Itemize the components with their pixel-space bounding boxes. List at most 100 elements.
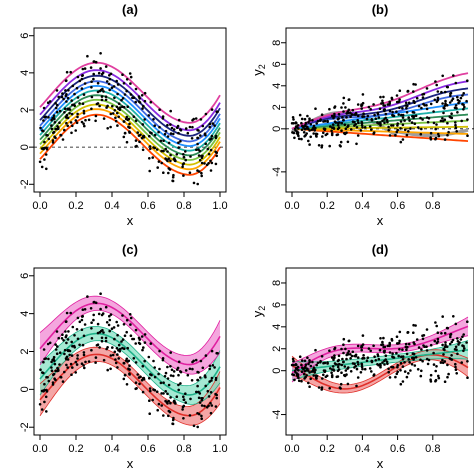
data-point [78,79,82,83]
data-point [425,107,429,111]
data-point [42,360,45,364]
data-point [396,370,400,374]
data-point [171,175,175,179]
data-point [76,115,79,119]
data-point [97,71,101,75]
data-point [63,107,67,110]
data-point [319,361,322,364]
data-point [361,334,365,337]
series-line-1 [291,354,469,390]
data-point [388,103,391,106]
data-point [361,367,364,371]
data-point [55,352,59,356]
data-point [297,369,300,372]
data-point [353,366,356,369]
x-tick-label: 0.6 [140,443,155,455]
data-point [412,111,416,114]
data-point [466,79,469,82]
data-point [454,121,457,124]
data-point [116,333,119,337]
x-tick-label: 0.8 [425,443,440,455]
data-point [419,116,422,120]
data-point [89,66,93,69]
data-point [182,417,185,420]
data-point [83,323,87,326]
y-tick-label: 4 [271,83,283,89]
data-point [369,349,373,353]
data-point [135,144,138,148]
data-point [388,341,392,345]
data-point [329,367,332,370]
data-point [336,369,340,373]
data-point [54,369,57,373]
data-point [182,156,186,159]
data-point [296,375,300,378]
data-point [347,98,351,101]
plot-area [38,292,221,429]
data-point [426,120,430,124]
data-point [213,124,216,127]
data-point [386,362,389,366]
data-point [106,127,109,130]
x-tick-label: 1.0 [212,443,227,455]
data-point [111,346,114,349]
data-point [50,360,53,364]
data-point [442,353,445,356]
data-point [314,348,317,352]
data-point [354,111,358,115]
x-tick-label: 0.4 [355,443,370,455]
data-point [111,104,114,108]
data-point [341,116,344,119]
data-point [292,122,295,125]
data-point [66,366,69,369]
data-point [311,119,314,122]
data-point [182,404,186,408]
data-point [331,123,335,126]
data-point [214,392,217,396]
data-point [429,138,433,141]
data-point [314,134,318,137]
data-point [397,113,401,116]
data-point [309,377,313,381]
data-point [46,134,49,137]
data-point [42,119,45,122]
series-line-6 [291,107,469,130]
data-point [450,99,454,102]
data-point [186,373,190,377]
data-point [396,365,399,369]
data-point [125,318,129,322]
data-point [50,118,53,122]
data-point [54,106,58,110]
data-point [439,119,443,123]
data-point [308,143,311,146]
data-point [210,137,213,140]
data-point [210,108,214,111]
data-point [48,341,52,345]
data-point [200,404,204,407]
data-point [80,77,84,81]
data-point [413,364,417,367]
data-point [148,387,152,390]
y-tick-label: 6 [271,302,283,308]
data-point [162,139,165,142]
x-tick-label: 0.0 [32,200,47,212]
data-point [295,121,298,125]
data-point [381,119,384,123]
data-point [320,113,324,116]
data-point [362,354,365,357]
x-axis-label: x [127,456,134,471]
data-point [92,77,95,81]
data-point [308,360,311,364]
data-point [372,373,376,376]
data-point [422,344,425,347]
data-point [134,100,137,104]
data-point [351,108,355,112]
data-point [362,356,366,360]
data-point [425,116,429,119]
data-point [125,140,129,144]
data-point [214,378,218,382]
data-point [361,126,364,129]
data-point [78,102,81,105]
data-point [306,125,309,129]
data-point [134,328,138,332]
